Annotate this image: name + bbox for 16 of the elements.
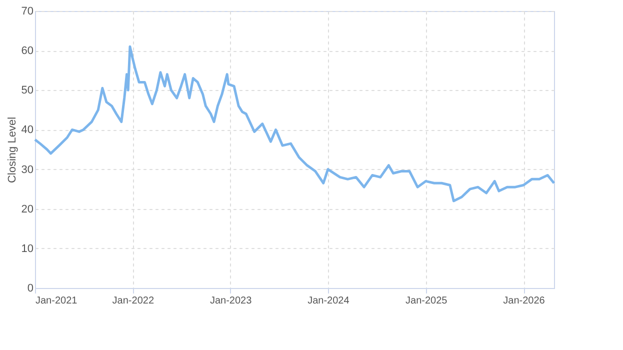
y-tick-label: 50 [21,84,34,97]
x-tick-label: Jan-2024 [308,296,350,306]
y-tick-label: 10 [21,242,34,255]
line-series [34,45,556,202]
y-tick-label: 30 [21,164,34,176]
x-tick-label: Jan-2023 [210,296,252,306]
y-tick-label: 60 [21,45,34,58]
x-tick-label: Jan-2021 [36,296,78,306]
y-tick-label: 20 [21,203,34,216]
y-tick-label: 40 [21,124,34,136]
x-tick-label: Jan-2022 [112,296,154,306]
x-tick-label: Jan-2025 [406,296,448,306]
y-tick-label: 70 [21,6,34,18]
y-tick-label: 0 [27,282,34,294]
y-axis-title: Closing Level [6,116,18,184]
x-tick-label: Jan-2026 [503,296,546,306]
